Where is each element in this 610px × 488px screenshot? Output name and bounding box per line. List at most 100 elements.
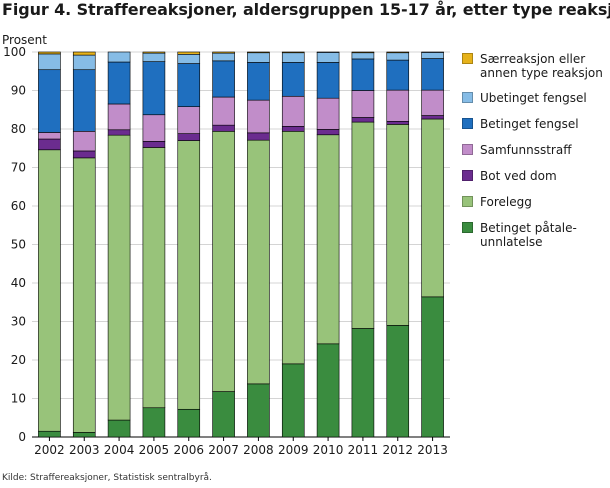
legend-swatch (462, 222, 473, 233)
bar-segment (351, 328, 375, 438)
bar-segment (247, 52, 270, 63)
bar-segment (142, 114, 166, 142)
bar-segment (142, 61, 166, 116)
axes: Prosent 0 10 20 30 40 50 60 70 80 90 100 2002 2003 200… (2, 33, 448, 457)
stacked-bar-chart: Prosent 0 10 20 30 40 50 60 70 80 90 100 2002 2003 200… (2, 33, 450, 457)
bar-segment (38, 69, 61, 133)
bar-segment (247, 51, 270, 54)
x-tick-label: 2007 (208, 443, 239, 457)
x-tick-label: 2013 (417, 443, 448, 457)
bar-segment (386, 52, 410, 61)
bar-segment (38, 132, 61, 140)
bar-segment (316, 343, 340, 438)
bar-segment (107, 51, 131, 63)
bar-segment (212, 52, 235, 62)
bar-segment (281, 131, 305, 365)
bar-segment (72, 54, 96, 71)
legend-swatch (462, 53, 473, 64)
y-tick-label: 50 (11, 238, 26, 252)
bar-segment (177, 133, 201, 141)
x-tick-label: 2004 (104, 443, 135, 457)
legend-label: Ubetinget fengsel (480, 91, 587, 105)
bar-segment (38, 51, 61, 55)
bar-segment (142, 141, 166, 148)
bar-segment (212, 96, 235, 126)
x-tick-label: 2005 (139, 443, 170, 457)
bar-segment (107, 61, 131, 105)
bar-segment (247, 132, 270, 141)
y-tick-label: 100 (3, 45, 26, 59)
bar-segment (107, 419, 131, 438)
legend-label: Bot ved dom (480, 169, 557, 183)
bar-segment (247, 139, 270, 385)
legend-swatch (462, 92, 473, 103)
legend-label: Samfunnsstraff (480, 143, 572, 157)
bar-segment (38, 430, 61, 438)
x-tick-label: 2010 (313, 443, 344, 457)
bar-segment (177, 63, 201, 107)
x-tick-label: 2002 (34, 443, 65, 457)
bars (38, 51, 444, 438)
legend-label: Betinget fengsel (480, 117, 579, 131)
bar-segment (177, 54, 201, 64)
y-tick-label: 40 (11, 276, 26, 290)
bar-segment (107, 129, 131, 136)
bar-segment (351, 51, 375, 54)
bar-segment (386, 51, 410, 54)
y-tick-label: 20 (11, 353, 26, 367)
bar-segment (247, 62, 270, 101)
bar-segment (72, 157, 96, 433)
legend-swatch (462, 170, 473, 181)
legend-swatch (462, 118, 473, 129)
bar-segment (386, 59, 410, 91)
chart-title: Figur 4. Straffereaksjoner, aldersgruppe… (2, 0, 610, 19)
bar-segment (316, 62, 340, 99)
bar-segment (72, 131, 96, 152)
bar-segment (177, 106, 201, 134)
bar-segment (421, 118, 444, 298)
bar-segment (142, 147, 166, 409)
bar-segment (212, 131, 235, 392)
bar-segment (281, 363, 305, 438)
bar-segment (421, 296, 444, 438)
bar-segment (38, 149, 61, 432)
bar-segment (281, 126, 305, 132)
bar-segment (281, 52, 305, 63)
y-axis-label: Prosent (2, 33, 47, 47)
bar-segment (281, 51, 305, 54)
bar-segment (212, 124, 235, 132)
bar-segment (386, 325, 410, 438)
bar-segment (386, 124, 410, 326)
bar-segment (421, 115, 444, 120)
bar-segment (177, 51, 201, 55)
bar-segment (421, 89, 444, 116)
bar-segment (142, 52, 166, 62)
source-note: Kilde: Straffereaksjoner, Statistisk sen… (2, 473, 212, 483)
bar-segment (386, 121, 410, 125)
bar-segment (107, 103, 131, 131)
legend-swatch (462, 144, 473, 155)
bar-segment (177, 140, 201, 410)
bar-segment (316, 134, 340, 345)
bar-segment (142, 407, 166, 438)
x-tick-label: 2008 (243, 443, 274, 457)
x-tick-label: 2011 (348, 443, 379, 457)
bar-segment (421, 58, 444, 91)
bar-segment (212, 391, 235, 438)
bar-segment (38, 138, 61, 151)
x-tick-label: 2009 (278, 443, 309, 457)
y-tick-label: 80 (11, 122, 26, 136)
bar-segment (72, 51, 96, 56)
x-tick-label: 2003 (69, 443, 100, 457)
bar-segment (351, 121, 375, 329)
bar-segment (247, 383, 270, 438)
bar-segment (38, 53, 61, 71)
y-tick-label: 70 (11, 161, 26, 175)
x-tick-label: 2012 (382, 443, 413, 457)
bar-segment (281, 62, 305, 97)
bar-segment (212, 51, 235, 54)
y-tick-label: 10 (11, 392, 26, 406)
bar-segment (177, 408, 201, 438)
gridlines (32, 51, 450, 438)
bar-segment (247, 99, 270, 134)
